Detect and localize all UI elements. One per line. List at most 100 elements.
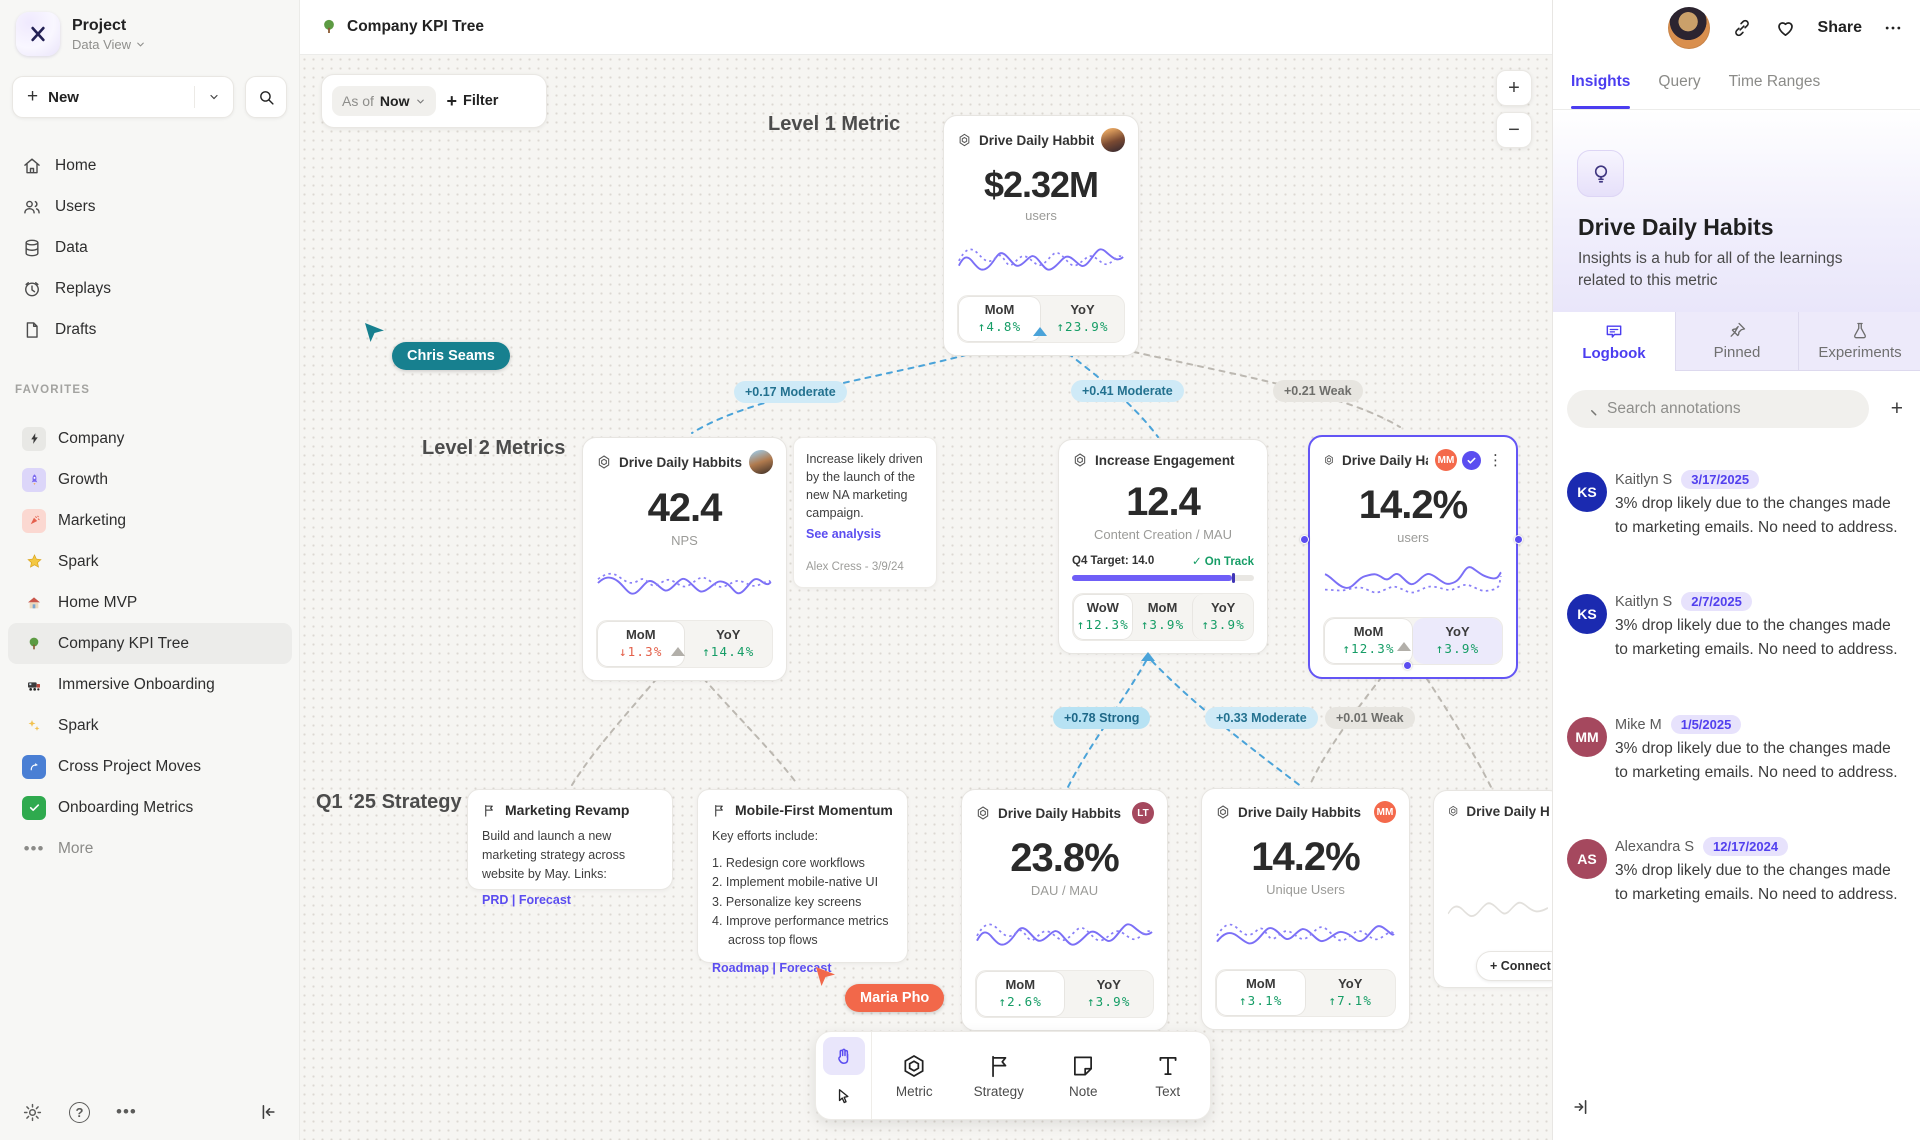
metric-unit: users: [1025, 208, 1057, 223]
annotation-search-input[interactable]: [1567, 390, 1869, 428]
favorite-spark[interactable]: Spark: [8, 541, 292, 582]
new-button[interactable]: + New: [12, 76, 234, 118]
help-icon[interactable]: ?: [69, 1101, 90, 1123]
yoy-stat[interactable]: YoY ↑14.4%: [702, 627, 755, 659]
share-button[interactable]: Share: [1817, 18, 1862, 36]
note-card[interactable]: Increase likely driven by the launch of …: [793, 437, 937, 589]
collapse-panel-icon[interactable]: [1571, 1097, 1591, 1122]
tab-logbook[interactable]: Logbook: [1553, 312, 1676, 371]
metric-card-l2a[interactable]: Drive Daily Habbits 42.4 NPS MoM ↓1.3% Y…: [582, 437, 787, 681]
mom-stat[interactable]: MoM ↑2.6%: [976, 971, 1065, 1017]
project-view-switcher[interactable]: Data View: [72, 37, 146, 52]
metric-card-l2c-selected[interactable]: Drive Daily Habb.. MM ⋮ 14.2% users MoM …: [1308, 435, 1518, 679]
sidebar-item-drafts[interactable]: Drafts: [0, 309, 300, 350]
user-avatar[interactable]: [1667, 6, 1710, 49]
mom-stat[interactable]: MoM ↑4.8%: [958, 296, 1041, 342]
collapse-arrow[interactable]: [671, 647, 685, 656]
sidebar-more-button[interactable]: ••• More: [8, 828, 292, 869]
favorite-company[interactable]: Company: [8, 418, 292, 459]
mom-stat[interactable]: MoM ↑12.3%: [1324, 618, 1413, 664]
selection-handle[interactable]: [1300, 535, 1309, 544]
more-options-icon[interactable]: [1883, 18, 1903, 38]
tab-time-ranges[interactable]: Time Ranges: [1728, 73, 1821, 90]
annotation-author: Mike M: [1615, 716, 1662, 733]
see-analysis-link[interactable]: See analysis: [806, 526, 882, 541]
favorite-onboarding-metrics[interactable]: Onboarding Metrics: [8, 787, 292, 828]
yoy-stat[interactable]: YoY ↑3.9%: [1086, 977, 1131, 1009]
collapse-arrow[interactable]: [1141, 652, 1155, 661]
select-tool-button[interactable]: [823, 1078, 865, 1114]
strategy-card-marketing-revamp[interactable]: Marketing Revamp Build and launch a new …: [467, 789, 673, 907]
metric-card-l3a[interactable]: Drive Daily Habbits LT 23.8% DAU / MAU M…: [961, 789, 1168, 1031]
metric-card-l2b[interactable]: Increase Engagement 12.4 Content Creatio…: [1058, 439, 1268, 654]
tab-pinned[interactable]: Pinned: [1676, 312, 1799, 370]
yoy-stat[interactable]: YoY ↑23.9%: [1056, 302, 1109, 334]
insights-header-background: [1553, 110, 1920, 312]
annotation-item[interactable]: AS Alexandra S 12/17/2024 3% drop likely…: [1567, 837, 1907, 907]
filter-button[interactable]: + Filter: [446, 90, 499, 111]
favorite-marketing[interactable]: Marketing: [8, 500, 292, 541]
annotation-item[interactable]: MM Mike M 1/5/2025 3% drop likely due to…: [1567, 715, 1907, 785]
settings-gear-icon[interactable]: [22, 1102, 43, 1123]
yoy-stat[interactable]: YoY ↑3.9%: [1192, 594, 1253, 640]
metric-card-l1[interactable]: Drive Daily Habbits $2.32M users MoM ↑4.…: [943, 115, 1139, 356]
favorite-spark-2[interactable]: Spark: [8, 705, 292, 746]
favorite-home-mvp[interactable]: Home MVP: [8, 582, 292, 623]
strategy-card-mobile-first[interactable]: Mobile-First Momentum Key efforts includ…: [697, 789, 908, 975]
curved-arrow-icon: [22, 754, 46, 779]
collapse-arrow[interactable]: [1397, 642, 1411, 651]
correlation-badge: +0.21 Weak: [1273, 380, 1363, 402]
annotation-item[interactable]: KS Kaitlyn S 2/7/2025 3% drop likely due…: [1567, 592, 1907, 662]
sidebar-item-replays[interactable]: Replays: [0, 268, 300, 309]
metric-unit: users: [1397, 530, 1429, 545]
strategy-tool-button[interactable]: Strategy: [957, 1032, 1042, 1119]
yoy-stat[interactable]: YoY ↑3.9%: [1413, 618, 1502, 664]
sidebar-search-button[interactable]: [245, 76, 287, 118]
metric-hexagon-icon: [1217, 805, 1229, 819]
strategy-links[interactable]: Roadmap | Forecast: [712, 960, 832, 975]
metric-card-l3b[interactable]: Drive Daily Habbits MM 14.2% Unique User…: [1201, 788, 1410, 1030]
mom-stat[interactable]: MoM ↑3.1%: [1216, 970, 1306, 1016]
tab-experiments[interactable]: Experiments: [1799, 312, 1920, 370]
connect-button[interactable]: + Connect: [1476, 951, 1552, 981]
sidebar-item-users[interactable]: Users: [0, 186, 300, 227]
hand-tool-button[interactable]: [822, 1037, 865, 1075]
yoy-stat[interactable]: YoY ↑7.1%: [1328, 976, 1373, 1008]
favorite-immersive-onboarding[interactable]: Immersive Onboarding: [8, 664, 292, 705]
add-annotation-button[interactable]: +: [1890, 397, 1903, 420]
sidebar-item-home[interactable]: Home: [0, 145, 300, 186]
collaborator-badge: MM: [1435, 449, 1457, 471]
selection-handle[interactable]: [1514, 535, 1523, 544]
note-tool-button[interactable]: Note: [1041, 1032, 1126, 1119]
mom-stat[interactable]: MoM ↑3.9%: [1140, 600, 1185, 632]
insights-metric-title: Drive Daily Habits: [1578, 214, 1774, 240]
annotation-item[interactable]: KS Kaitlyn S 3/17/2025 3% drop likely du…: [1567, 470, 1907, 540]
more-options-icon[interactable]: •••: [116, 1102, 137, 1121]
sidebar-item-data[interactable]: Data: [0, 227, 300, 268]
card-menu-icon[interactable]: ⋮: [1488, 452, 1503, 469]
project-logo[interactable]: [16, 12, 60, 56]
collapse-sidebar-icon[interactable]: [258, 1102, 278, 1122]
asof-selector[interactable]: As of Now: [332, 86, 437, 116]
collapse-arrow[interactable]: [1033, 327, 1047, 336]
favorite-heart-icon[interactable]: [1774, 16, 1797, 39]
strategy-links[interactable]: PRD | Forecast: [482, 893, 571, 908]
annotation-date-badge: 3/17/2025: [1681, 470, 1760, 489]
wow-stat[interactable]: WoW ↑12.3%: [1073, 594, 1133, 640]
favorite-company-kpi-tree[interactable]: Company KPI Tree: [8, 623, 292, 664]
kpi-tree-canvas[interactable]: As of Now + Filter + − Level 1 Metric Le…: [300, 55, 1552, 1140]
copy-link-icon[interactable]: [1731, 17, 1753, 39]
selection-handle[interactable]: [1403, 661, 1412, 670]
plus-icon: +: [446, 90, 457, 111]
zoom-in-button[interactable]: +: [1496, 70, 1532, 106]
house-icon: [22, 591, 46, 615]
metric-tool-button[interactable]: Metric: [872, 1032, 957, 1119]
text-tool-button[interactable]: Text: [1126, 1032, 1211, 1119]
mom-stat[interactable]: MoM ↓1.3%: [597, 621, 685, 667]
tab-insights[interactable]: Insights: [1571, 55, 1631, 109]
favorite-growth[interactable]: Growth: [8, 459, 292, 500]
new-dropdown-button[interactable]: [195, 91, 233, 103]
zoom-out-button[interactable]: −: [1496, 112, 1532, 148]
tab-query[interactable]: Query: [1658, 73, 1701, 90]
favorite-cross-project-moves[interactable]: Cross Project Moves: [8, 746, 292, 787]
